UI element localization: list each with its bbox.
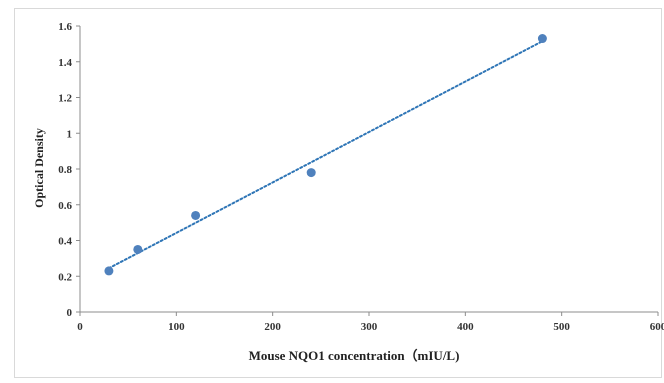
y-tick-label: 1.6 xyxy=(58,21,72,33)
x-tick-label: 500 xyxy=(553,321,570,333)
y-tick-label: 0 xyxy=(67,307,73,319)
trendline-layer xyxy=(107,40,544,270)
axes xyxy=(76,25,659,316)
y-tick-label: 1.4 xyxy=(58,57,72,69)
x-tick-label: 100 xyxy=(168,321,185,333)
data-point xyxy=(133,244,143,254)
data-point xyxy=(306,168,316,178)
data-point xyxy=(537,34,547,44)
trendline xyxy=(107,40,544,270)
x-tick-label: 600 xyxy=(650,321,664,333)
x-tick-label: 400 xyxy=(457,321,474,333)
y-tick-label: 1 xyxy=(67,128,73,140)
y-tick-label: 0.8 xyxy=(58,164,72,176)
x-tick-label: 0 xyxy=(77,321,83,333)
y-tick-label: 1.2 xyxy=(58,93,72,105)
points-layer xyxy=(104,34,547,276)
data-point xyxy=(104,266,114,276)
y-tick-label: 0.2 xyxy=(58,271,72,283)
chart-frame xyxy=(14,8,662,378)
x-tick-label: 200 xyxy=(264,321,281,333)
x-axis-title: Mouse NQO1 concentration（mIU/L) xyxy=(249,348,460,363)
y-tick-label: 0.4 xyxy=(58,236,72,248)
y-axis-title: Optical Density xyxy=(32,128,46,208)
tick-labels: 0 0.2 0.4 0.6 0.8 1 1.2 1.4 1.6 0 100 200 300 400 500 6… xyxy=(58,21,664,333)
y-tick-label: 0.6 xyxy=(58,200,72,212)
data-point xyxy=(191,210,201,220)
x-tick-label: 300 xyxy=(361,321,378,333)
